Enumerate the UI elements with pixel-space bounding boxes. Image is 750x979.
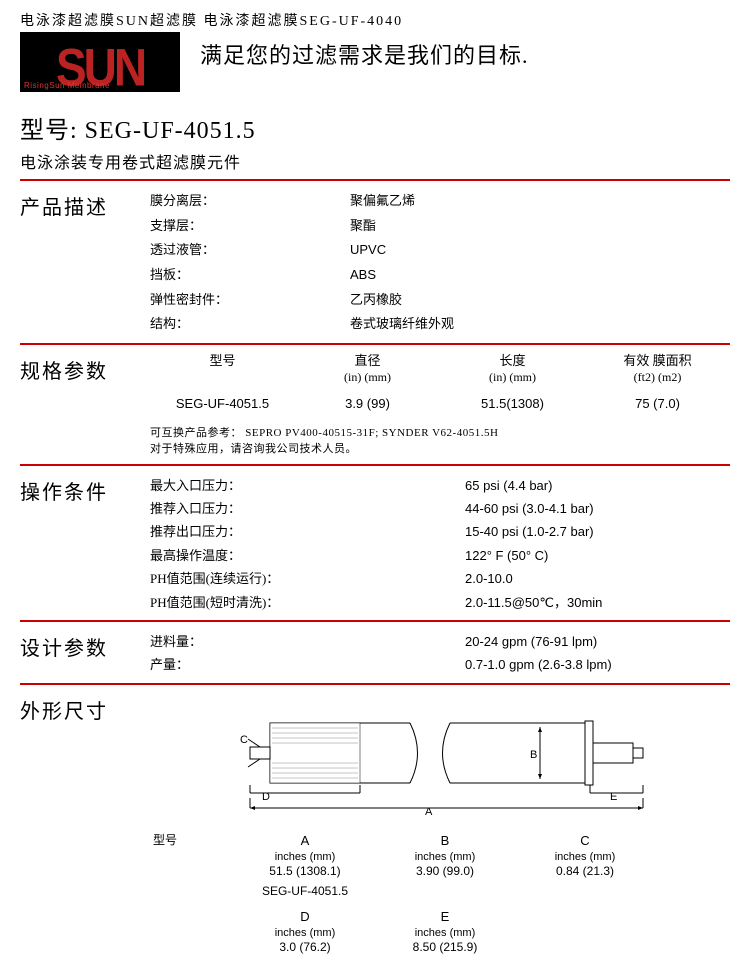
desc-value: 聚酯 xyxy=(350,214,730,239)
desc-label: 透过液管： xyxy=(150,238,350,263)
desc-body: 膜分离层：聚偏氟乙烯 支撑层：聚酯 透过液管：UPVC 挡板：ABS 弹性密封件… xyxy=(150,189,730,337)
desc-value: 聚偏氟乙烯 xyxy=(350,189,730,214)
divider xyxy=(20,179,730,181)
op-value: 2.0-11.5@50℃，30min xyxy=(465,591,730,614)
section-title: 规格参数 xyxy=(20,353,150,457)
svg-text:B: B xyxy=(530,749,537,761)
op-value: 44-60 psi (3.0-4.1 bar) xyxy=(465,497,730,520)
dim-c-val: 0.84 (21.3) xyxy=(515,864,655,880)
desc-label: 膜分离层： xyxy=(150,189,350,214)
slogan: 满足您的过滤需求是我们的目标. xyxy=(200,38,529,70)
spec-note: 可互换产品参考： SEPRO PV400-40515-31F; SYNDER V… xyxy=(150,425,730,458)
section-title: 设计参数 xyxy=(20,630,150,677)
design-value: 20-24 gpm (76-91 lpm) xyxy=(465,630,730,653)
spec-note2: 对于特殊应用，请咨询我公司技术人员。 xyxy=(150,441,730,458)
op-label: 推荐出口压力： xyxy=(150,520,465,543)
section-spec: 规格参数 型号 直径 (in) (mm) 长度 (in) (mm) 有效 膜面积 (f… xyxy=(20,353,730,457)
design-label: 进料量： xyxy=(150,630,465,653)
op-label: PH值范围(连续运行)： xyxy=(150,567,465,590)
op-label: 推荐入口压力： xyxy=(150,497,465,520)
spec-h3b: (in) (mm) xyxy=(440,370,585,386)
spec-h4b: (ft2) (m2) xyxy=(585,370,730,386)
dim-a-unit: inches (mm) xyxy=(235,850,375,864)
desc-label: 挡板： xyxy=(150,263,350,288)
spec-body: 型号 直径 (in) (mm) 长度 (in) (mm) 有效 膜面积 (ft2) (… xyxy=(150,353,730,457)
model-block: 型号: SEG-UF-4051.5 电泳涂装专用卷式超滤膜元件 xyxy=(20,110,730,173)
dim-model-row: SEG-UF-4051.5 xyxy=(235,884,375,900)
section-title: 产品描述 xyxy=(20,189,150,337)
dim-c-unit: inches (mm) xyxy=(515,850,655,864)
dimension-diagram: C B D A E xyxy=(210,703,730,823)
dimension-table: 型号 Ainches (mm)51.5 (1308.1) Binches (mm… xyxy=(20,833,730,956)
dim-d: D xyxy=(235,909,375,926)
svg-text:C: C xyxy=(240,734,248,746)
design-label: 产量： xyxy=(150,653,465,676)
spec-head: 型号 直径 (in) (mm) 长度 (in) (mm) 有效 膜面积 (ft2) (… xyxy=(150,353,730,385)
dim-b-val: 3.90 (99.0) xyxy=(375,864,515,880)
desc-value: UPVC xyxy=(350,238,730,263)
section-description: 产品描述 膜分离层：聚偏氟乙烯 支撑层：聚酯 透过液管：UPVC 挡板：ABS … xyxy=(20,189,730,337)
op-body: 最大入口压力：65 psi (4.4 bar) 推荐入口压力：44-60 psi… xyxy=(150,474,730,614)
logo-subtext: RisingSun Membrane xyxy=(24,81,110,90)
dim-d-unit: inches (mm) xyxy=(235,926,375,940)
dim-d-val: 3.0 (76.2) xyxy=(235,940,375,956)
section-dimensions: 外形尺寸 xyxy=(20,693,730,956)
op-label: 最高操作温度： xyxy=(150,544,465,567)
dim-a: A xyxy=(235,833,375,850)
logo: SUN RisingSun Membrane xyxy=(20,32,180,92)
dim-body: C B D A E xyxy=(150,693,730,833)
dim-row1: 型号 Ainches (mm)51.5 (1308.1) Binches (mm… xyxy=(95,833,655,880)
dim-model-val: SEG-UF-4051.5 xyxy=(262,884,348,898)
section-design: 设计参数 进料量：20-24 gpm (76-91 lpm) 产量：0.7-1.… xyxy=(20,630,730,677)
spec-c4: 75 (7.0) xyxy=(585,396,730,411)
spec-c2: 3.9 (99) xyxy=(295,396,440,411)
header: SUN RisingSun Membrane 满足您的过滤需求是我们的目标. xyxy=(20,32,730,92)
desc-value: ABS xyxy=(350,263,730,288)
divider xyxy=(20,683,730,685)
desc-label: 结构： xyxy=(150,312,350,337)
divider xyxy=(20,343,730,345)
design-value: 0.7-1.0 gpm (2.6-3.8 lpm) xyxy=(465,653,730,676)
desc-value: 乙丙橡胶 xyxy=(350,288,730,313)
spec-row: SEG-UF-4051.5 3.9 (99) 51.5(1308) 75 (7.… xyxy=(150,396,730,411)
section-title: 外形尺寸 xyxy=(20,693,150,833)
desc-label: 弹性密封件： xyxy=(150,288,350,313)
desc-value: 卷式玻璃纤维外观 xyxy=(350,312,730,337)
op-value: 2.0-10.0 xyxy=(465,567,730,590)
spec-note1: 可互换产品参考： SEPRO PV400-40515-31F; SYNDER V… xyxy=(150,425,730,442)
dim-c: C xyxy=(515,833,655,850)
dim-b-unit: inches (mm) xyxy=(375,850,515,864)
spec-h3a: 长度 xyxy=(499,353,525,368)
model-title: 型号: SEG-UF-4051.5 xyxy=(20,110,730,145)
dim-e-val: 8.50 (215.9) xyxy=(375,940,515,956)
op-label: PH值范围(短时清洗)： xyxy=(150,591,465,614)
spec-h2b: (in) (mm) xyxy=(295,370,440,386)
section-operating: 操作条件 最大入口压力：65 psi (4.4 bar) 推荐入口压力：44-6… xyxy=(20,474,730,614)
divider xyxy=(20,620,730,622)
dim-e-unit: inches (mm) xyxy=(375,926,515,940)
section-title: 操作条件 xyxy=(20,474,150,614)
op-value: 15-40 psi (1.0-2.7 bar) xyxy=(465,520,730,543)
dim-a-val: 51.5 (1308.1) xyxy=(235,864,375,880)
divider xyxy=(20,464,730,466)
op-label: 最大入口压力： xyxy=(150,474,465,497)
design-body: 进料量：20-24 gpm (76-91 lpm) 产量：0.7-1.0 gpm… xyxy=(150,630,730,677)
spec-c3: 51.5(1308) xyxy=(440,396,585,411)
desc-label: 支撑层： xyxy=(150,214,350,239)
spec-h2a: 直径 xyxy=(354,353,380,368)
model-subtitle: 电泳涂装专用卷式超滤膜元件 xyxy=(20,149,730,173)
dim-b: B xyxy=(375,833,515,850)
spec-c1: SEG-UF-4051.5 xyxy=(150,396,295,411)
op-value: 65 psi (4.4 bar) xyxy=(465,474,730,497)
op-value: 122° F (50° C) xyxy=(465,544,730,567)
dim-e: E xyxy=(375,909,515,926)
spec-h1: 型号 xyxy=(209,353,235,368)
dim-row2: Dinches (mm)3.0 (76.2) Einches (mm)8.50 … xyxy=(95,909,655,956)
spec-h4a: 有效 膜面积 xyxy=(623,353,691,368)
breadcrumb: 电泳漆超滤膜SUN超滤膜 电泳漆超滤膜SEG-UF-4040 xyxy=(20,10,730,30)
dim-model-label: 型号 xyxy=(153,833,177,847)
